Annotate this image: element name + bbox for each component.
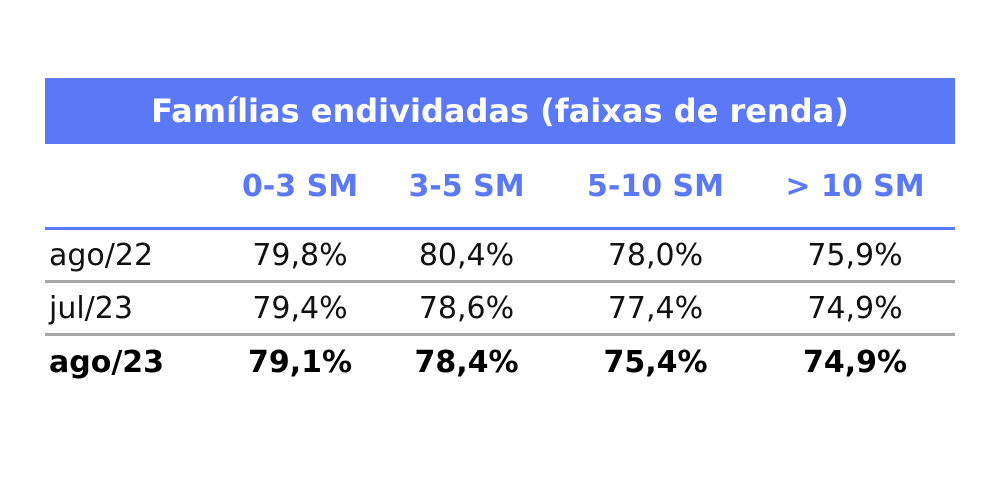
header-cell-5-10-sm: 5-10 SM [587, 169, 724, 204]
table-cell: 78,0% [607, 237, 704, 273]
table-cell: 79,1% [247, 345, 353, 380]
table-cell: 78,4% [414, 345, 519, 380]
row-label: ago/23 [49, 345, 165, 380]
table-header-row: 0-3 SM 3-5 SM 5-10 SM > 10 SM [45, 144, 955, 230]
table-title: Famílias endividadas (faixas de renda) [45, 78, 955, 144]
header-cell-3-5-sm: 3-5 SM [408, 169, 525, 204]
table-row: jul/23 79,4% 78,6% 77,4% 74,9% [45, 283, 955, 336]
row-label: ago/22 [49, 237, 154, 273]
table-cell: 79,8% [252, 237, 348, 273]
table-cell: 79,4% [252, 290, 348, 326]
table-row-highlighted: ago/23 79,1% 78,4% 75,4% 74,9% [45, 336, 955, 389]
header-cell-over-10-sm: > 10 SM [785, 169, 925, 204]
row-label: jul/23 [49, 290, 133, 326]
header-cell-empty [45, 144, 223, 227]
table-cell: 75,9% [807, 237, 903, 273]
table-cell: 74,9% [802, 345, 908, 380]
table-cell: 78,6% [418, 290, 515, 326]
table-row: ago/22 79,8% 80,4% 78,0% 75,9% [45, 230, 955, 283]
table-cell: 77,4% [607, 290, 704, 326]
debt-table: Famílias endividadas (faixas de renda) 0… [45, 78, 955, 389]
header-cell-0-3-sm: 0-3 SM [241, 169, 359, 204]
table-cell: 74,9% [807, 290, 903, 326]
table-cell: 75,4% [603, 345, 708, 380]
table-cell: 80,4% [418, 237, 515, 273]
